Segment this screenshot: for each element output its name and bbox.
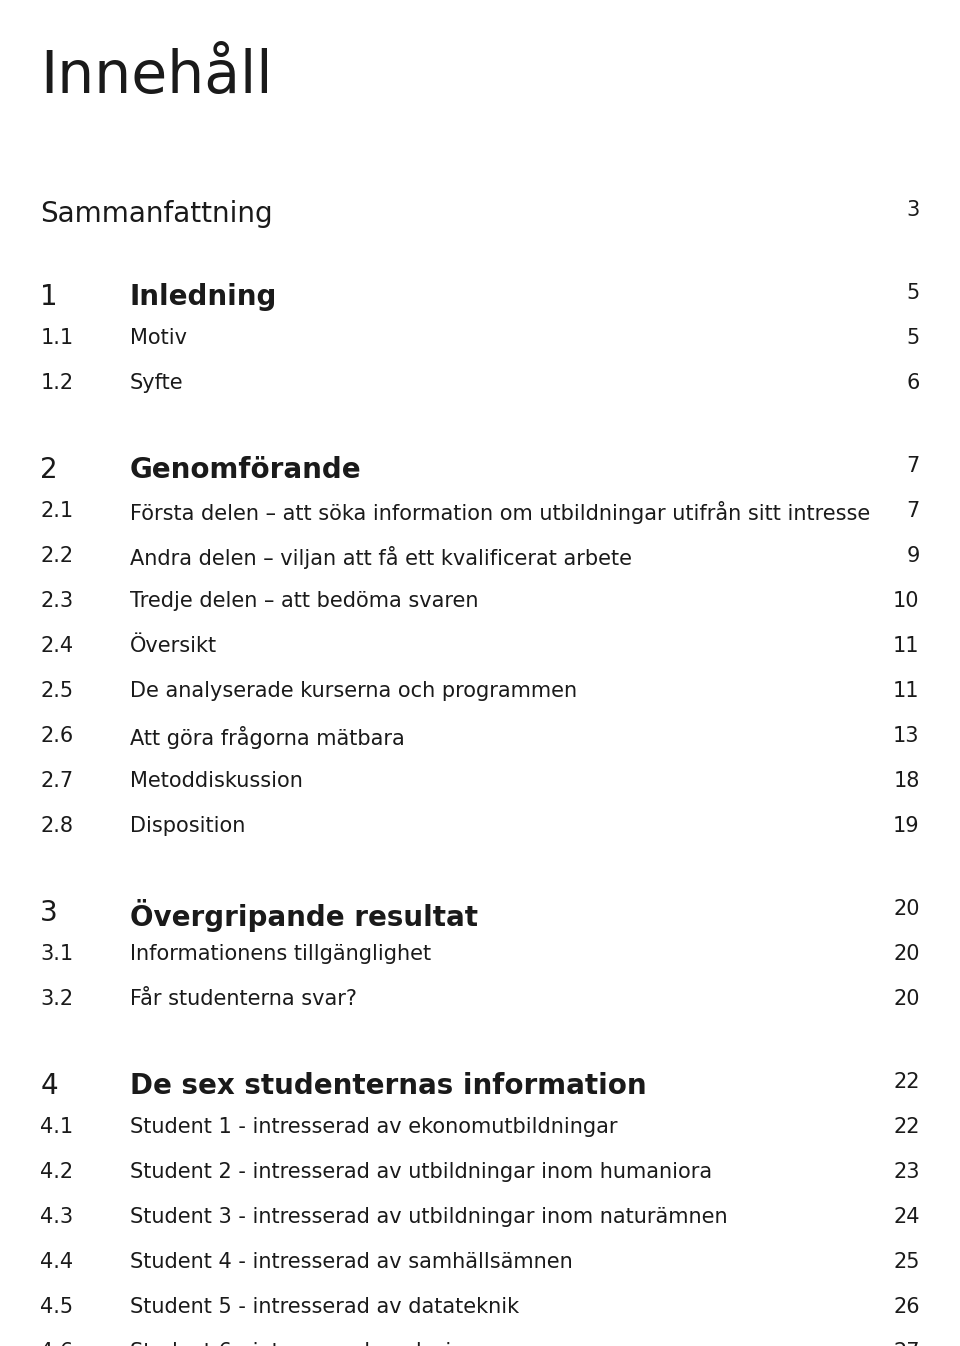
Text: Inledning: Inledning bbox=[130, 283, 277, 311]
Text: 1.1: 1.1 bbox=[40, 328, 74, 349]
Text: 2: 2 bbox=[40, 456, 58, 485]
Text: 3.2: 3.2 bbox=[40, 989, 74, 1010]
Text: 22: 22 bbox=[893, 1117, 920, 1137]
Text: 4.4: 4.4 bbox=[40, 1252, 74, 1272]
Text: 2.3: 2.3 bbox=[40, 591, 74, 611]
Text: 26: 26 bbox=[893, 1298, 920, 1316]
Text: Sammanfattning: Sammanfattning bbox=[40, 201, 273, 227]
Text: Övergripande resultat: Övergripande resultat bbox=[130, 899, 478, 931]
Text: 5: 5 bbox=[906, 283, 920, 303]
Text: 1: 1 bbox=[40, 283, 58, 311]
Text: Student 6 - intresserad av design: Student 6 - intresserad av design bbox=[130, 1342, 477, 1346]
Text: 24: 24 bbox=[893, 1207, 920, 1228]
Text: 13: 13 bbox=[893, 725, 920, 746]
Text: 19: 19 bbox=[893, 816, 920, 836]
Text: Motiv: Motiv bbox=[130, 328, 186, 349]
Text: Disposition: Disposition bbox=[130, 816, 245, 836]
Text: 6: 6 bbox=[906, 373, 920, 393]
Text: 27: 27 bbox=[893, 1342, 920, 1346]
Text: Informationens tillgänglighet: Informationens tillgänglighet bbox=[130, 944, 431, 964]
Text: 2.1: 2.1 bbox=[40, 501, 74, 521]
Text: Att göra frågorna mätbara: Att göra frågorna mätbara bbox=[130, 725, 404, 748]
Text: 2.8: 2.8 bbox=[40, 816, 73, 836]
Text: 3.1: 3.1 bbox=[40, 944, 74, 964]
Text: 2.2: 2.2 bbox=[40, 546, 74, 567]
Text: 3: 3 bbox=[40, 899, 58, 927]
Text: 1.2: 1.2 bbox=[40, 373, 74, 393]
Text: Genomförande: Genomförande bbox=[130, 456, 361, 485]
Text: Tredje delen – att bedöma svaren: Tredje delen – att bedöma svaren bbox=[130, 591, 478, 611]
Text: 23: 23 bbox=[893, 1162, 920, 1182]
Text: 5: 5 bbox=[906, 328, 920, 349]
Text: De sex studenternas information: De sex studenternas information bbox=[130, 1071, 646, 1100]
Text: 7: 7 bbox=[906, 456, 920, 476]
Text: Student 1 - intresserad av ekonomutbildningar: Student 1 - intresserad av ekonomutbildn… bbox=[130, 1117, 617, 1137]
Text: 4: 4 bbox=[40, 1071, 58, 1100]
Text: Student 5 - intresserad av datateknik: Student 5 - intresserad av datateknik bbox=[130, 1298, 518, 1316]
Text: 20: 20 bbox=[893, 944, 920, 964]
Text: 4.1: 4.1 bbox=[40, 1117, 74, 1137]
Text: 2.7: 2.7 bbox=[40, 771, 74, 791]
Text: 18: 18 bbox=[894, 771, 920, 791]
Text: Första delen – att söka information om utbildningar utifrån sitt intresse: Första delen – att söka information om u… bbox=[130, 501, 870, 524]
Text: 2.5: 2.5 bbox=[40, 681, 74, 701]
Text: Student 3 - intresserad av utbildningar inom naturämnen: Student 3 - intresserad av utbildningar … bbox=[130, 1207, 728, 1228]
Text: 9: 9 bbox=[906, 546, 920, 567]
Text: 4.2: 4.2 bbox=[40, 1162, 74, 1182]
Text: 2.4: 2.4 bbox=[40, 637, 74, 656]
Text: Innehåll: Innehåll bbox=[40, 48, 273, 105]
Text: 2.6: 2.6 bbox=[40, 725, 74, 746]
Text: 4.3: 4.3 bbox=[40, 1207, 74, 1228]
Text: Student 4 - intresserad av samhällsämnen: Student 4 - intresserad av samhällsämnen bbox=[130, 1252, 572, 1272]
Text: 4.6: 4.6 bbox=[40, 1342, 74, 1346]
Text: 4.5: 4.5 bbox=[40, 1298, 74, 1316]
Text: 11: 11 bbox=[893, 681, 920, 701]
Text: De analyserade kurserna och programmen: De analyserade kurserna och programmen bbox=[130, 681, 577, 701]
Text: Student 2 - intresserad av utbildningar inom humaniora: Student 2 - intresserad av utbildningar … bbox=[130, 1162, 711, 1182]
Text: Andra delen – viljan att få ett kvalificerat arbete: Andra delen – viljan att få ett kvalific… bbox=[130, 546, 632, 569]
Text: Översikt: Översikt bbox=[130, 637, 217, 656]
Text: Metoddiskussion: Metoddiskussion bbox=[130, 771, 302, 791]
Text: 20: 20 bbox=[893, 989, 920, 1010]
Text: 10: 10 bbox=[893, 591, 920, 611]
Text: Får studenterna svar?: Får studenterna svar? bbox=[130, 989, 356, 1010]
Text: Syfte: Syfte bbox=[130, 373, 183, 393]
Text: 20: 20 bbox=[893, 899, 920, 919]
Text: 7: 7 bbox=[906, 501, 920, 521]
Text: 11: 11 bbox=[893, 637, 920, 656]
Text: 22: 22 bbox=[893, 1071, 920, 1092]
Text: 25: 25 bbox=[893, 1252, 920, 1272]
Text: 3: 3 bbox=[906, 201, 920, 219]
